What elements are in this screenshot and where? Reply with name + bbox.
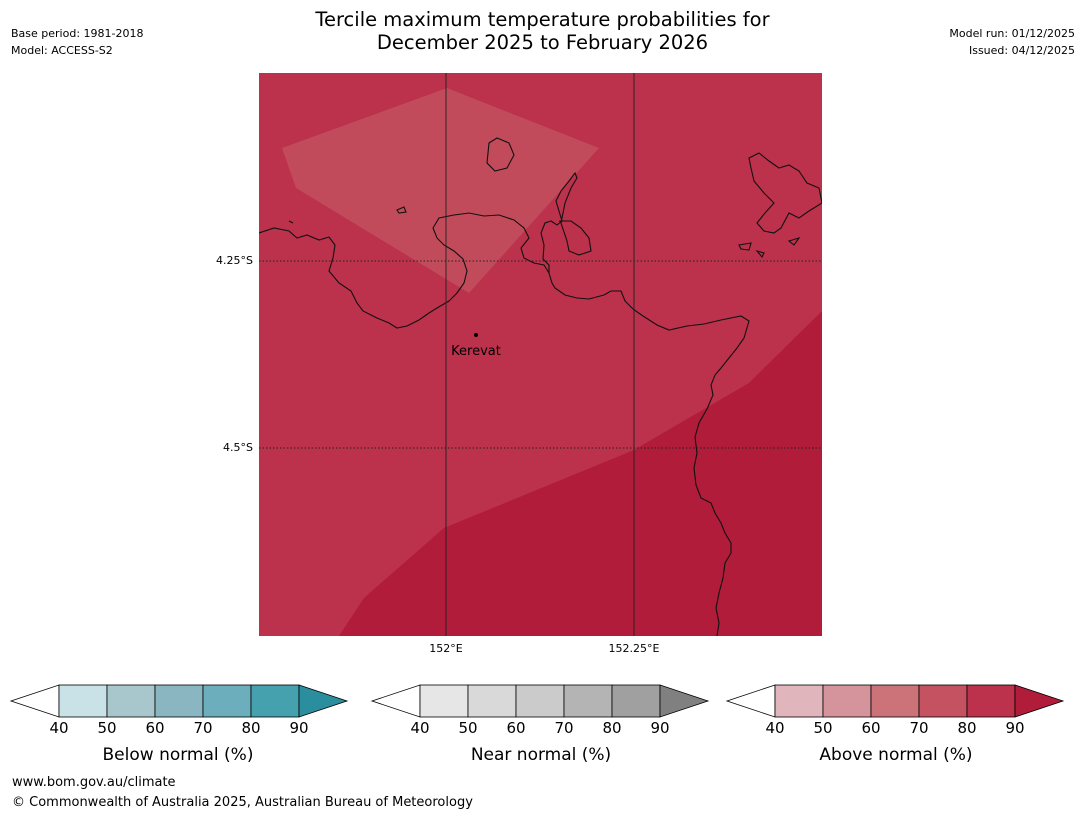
colorbar-above-min-arrow xyxy=(725,684,776,718)
colorbar-above-bin xyxy=(918,684,968,718)
issued-date: Issued: 04/12/2025 xyxy=(968,44,1075,57)
cb-near-tick: 40 xyxy=(410,719,430,737)
base-period: Base period: 1981-2018 xyxy=(11,27,144,40)
coast-mainland xyxy=(259,212,750,636)
lon-label-152-25e: 152.25°E xyxy=(608,642,660,655)
coast-small-islet xyxy=(396,206,407,214)
colorbar-near-bin xyxy=(611,684,661,718)
colorbar-near-normal xyxy=(370,684,710,718)
above-normal-label: Above normal (%) xyxy=(819,745,973,765)
cb-above-tick: 70 xyxy=(909,719,929,737)
title-line-1: Tercile maximum temperature probabilitie… xyxy=(315,8,770,31)
coast-north-island xyxy=(486,137,515,172)
kerevat-label: Kerevat xyxy=(451,344,501,359)
colorbar-above-bin xyxy=(822,684,872,718)
model-name: Model: ACCESS-S2 xyxy=(11,44,113,57)
graticule xyxy=(259,73,822,636)
coast-east-islet-1 xyxy=(738,242,752,251)
coast-east-islet-2 xyxy=(755,249,765,258)
coast-gazelle xyxy=(540,171,578,273)
footer-url[interactable]: www.bom.gov.au/climate xyxy=(12,775,176,790)
near-normal-label: Near normal (%) xyxy=(470,745,612,765)
colorbars-graphic xyxy=(9,684,1065,718)
colorbar-below-max-arrow xyxy=(298,684,349,718)
cb-below-tick: 90 xyxy=(289,719,309,737)
colorbar-above-max-arrow xyxy=(1014,684,1065,718)
cb-below-tick: 50 xyxy=(97,719,117,737)
colorbar-below-bin xyxy=(58,684,108,718)
colorbar-near-bin xyxy=(467,684,517,718)
cb-above-tick: 40 xyxy=(765,719,785,737)
cb-above-tick: 90 xyxy=(1005,719,1025,737)
cb-above-tick: 80 xyxy=(957,719,977,737)
map-darker-region xyxy=(339,311,822,636)
title-line-2: December 2025 to February 2026 xyxy=(376,31,709,54)
cb-near-tick: 80 xyxy=(602,719,622,737)
coast-inlet xyxy=(559,220,592,256)
colorbar-above-bin xyxy=(870,684,920,718)
cb-near-tick: 50 xyxy=(458,719,478,737)
cb-near-tick: 60 xyxy=(506,719,526,737)
kerevat-marker xyxy=(474,333,478,337)
colorbar-below-normal xyxy=(9,684,349,718)
colorbar-below-bin xyxy=(202,684,252,718)
colorbar-below-bin xyxy=(154,684,204,718)
colorbar-below-min-arrow xyxy=(9,684,60,718)
footer-copyright: © Commonwealth of Australia 2025, Austra… xyxy=(12,795,473,810)
cb-below-tick: 40 xyxy=(49,719,69,737)
cb-below-tick: 80 xyxy=(241,719,261,737)
cb-near-tick: 70 xyxy=(554,719,574,737)
map-lighter-region xyxy=(282,88,599,293)
colorbar-near-min-arrow xyxy=(370,684,421,718)
below-normal-label: Below normal (%) xyxy=(102,745,254,765)
colorbar-near-bin xyxy=(515,684,565,718)
colorbar-near-bin xyxy=(419,684,469,718)
lon-label-152e: 152°E xyxy=(429,642,463,655)
cb-below-tick: 60 xyxy=(145,719,165,737)
map-title: Tercile maximum temperature probabilitie… xyxy=(0,8,1085,54)
colorbar-near-bin xyxy=(563,684,613,718)
coastline xyxy=(259,137,822,636)
coast-west-point xyxy=(288,220,294,224)
lat-label-4-5s: 4.5°S xyxy=(223,441,253,454)
cb-below-tick: 70 xyxy=(193,719,213,737)
colorbar-below-bin xyxy=(250,684,300,718)
colorbar-above-normal xyxy=(725,684,1065,718)
lat-label-4-25s: 4.25°S xyxy=(216,254,253,267)
colorbar-near-max-arrow xyxy=(659,684,710,718)
cb-above-tick: 60 xyxy=(861,719,881,737)
coast-east-islet-3 xyxy=(787,237,801,246)
colorbar-below-bin xyxy=(106,684,156,718)
cb-near-tick: 90 xyxy=(650,719,670,737)
forecast-map[interactable]: Kerevat xyxy=(259,73,822,636)
model-run: Model run: 01/12/2025 xyxy=(949,27,1075,40)
coast-east-islands xyxy=(748,152,822,234)
cb-above-tick: 50 xyxy=(813,719,833,737)
colorbar-above-bin xyxy=(774,684,824,718)
colorbar-above-bin xyxy=(966,684,1016,718)
